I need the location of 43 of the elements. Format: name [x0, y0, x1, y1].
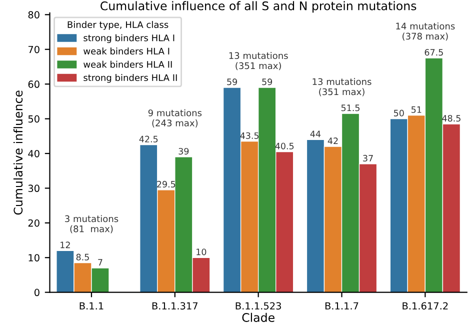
- data-label: 12: [60, 242, 70, 248]
- data-label: 37: [363, 154, 373, 162]
- annotation: 9 mutations (243 max): [148, 109, 202, 128]
- y-tick-label: 50: [28, 115, 40, 123]
- x-tick-label: B.1.1.317: [152, 302, 198, 310]
- data-label: 42: [328, 138, 338, 144]
- y-tick-label: 20: [28, 219, 40, 227]
- x-tick-label: B.1.1: [80, 302, 104, 310]
- data-label: 42.5: [139, 136, 158, 142]
- x-axis-title: Clade: [242, 312, 274, 322]
- y-tick-label: 10: [28, 254, 40, 262]
- x-tick-label: B.1.1.523: [236, 302, 281, 310]
- data-label: 8.5: [76, 254, 89, 260]
- x-tick-label: B.1.617.2: [402, 302, 448, 310]
- data-label: 51.5: [341, 104, 360, 112]
- data-label: 50: [394, 110, 404, 116]
- legend-title: Binder type, HLA class: [68, 21, 168, 30]
- annotation: 3 mutations (81 max): [65, 215, 118, 234]
- data-label: 29.5: [157, 180, 176, 188]
- data-label: 67.5: [424, 49, 443, 56]
- chart-title: Cumulative influence of all S and N protein mutations: [100, 1, 416, 13]
- annotation: 13 mutations (351 max): [229, 52, 288, 70]
- legend-label: weak binders HLA II: [84, 60, 172, 68]
- data-label: 44: [310, 130, 321, 138]
- y-tick-label: 70: [28, 46, 40, 54]
- data-label: 39: [178, 148, 189, 155]
- y-tick-label: 80: [28, 11, 40, 18]
- legend-label: weak binders HLA I: [84, 48, 170, 55]
- legend-label: strong binders HLA I: [84, 34, 174, 44]
- y-tick-label: 60: [28, 80, 40, 88]
- y-tick-label: 40: [28, 150, 40, 158]
- data-label: 10: [196, 248, 206, 256]
- y-tick-label: 0: [34, 288, 40, 296]
- y-tick-label: 30: [28, 184, 40, 192]
- data-label: 7: [98, 259, 102, 266]
- annotation: 14 mutations (378 max): [396, 22, 455, 41]
- data-label: 59: [262, 78, 272, 86]
- data-label: 59: [227, 78, 238, 86]
- x-tick-label: B.1.1.7: [325, 302, 358, 310]
- annotation: 13 mutations (351 max): [312, 78, 372, 96]
- data-label: 51: [412, 106, 422, 113]
- legend-label: strong binders HLA II: [84, 74, 177, 83]
- y-axis-title: Cumulative influence: [13, 90, 23, 215]
